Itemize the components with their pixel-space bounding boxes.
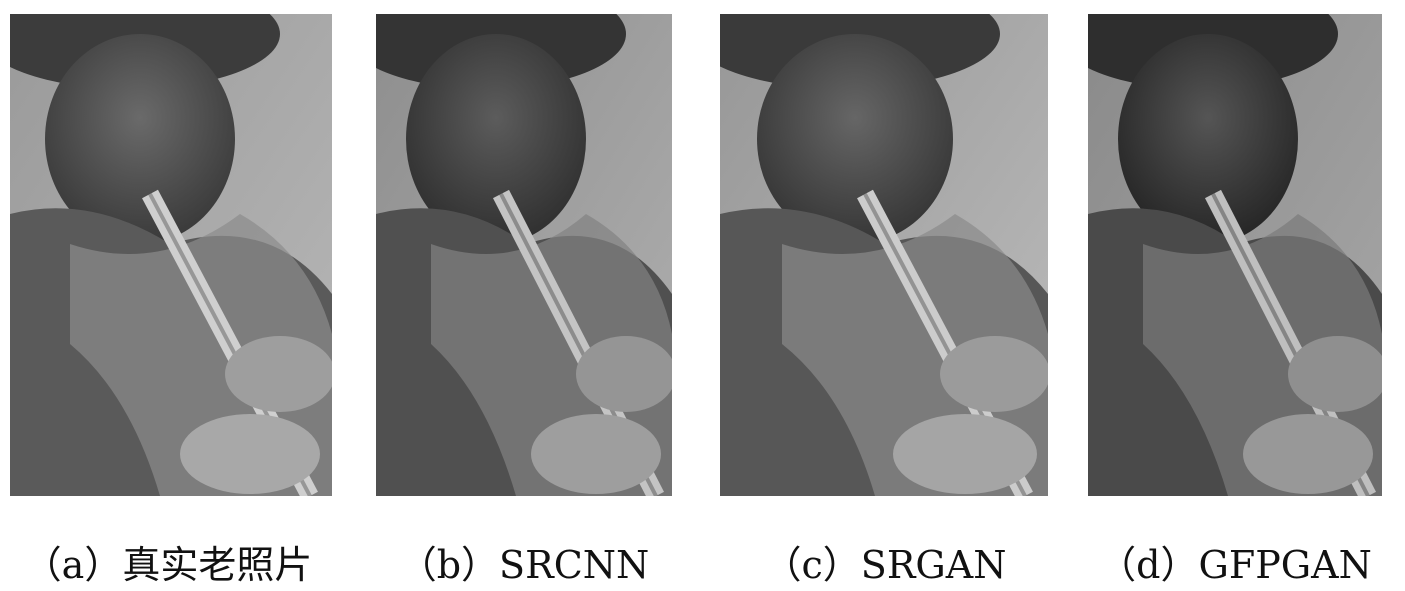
photo-panel-a — [10, 14, 332, 496]
photo-panel-d — [1088, 14, 1382, 496]
caption-a: （a）真实老照片 — [23, 543, 313, 587]
photo-panel-b — [376, 14, 672, 496]
caption-b: （b）SRCNN — [398, 543, 650, 587]
caption-d: （d）GFPGAN — [1098, 543, 1372, 587]
photo-panel-c — [720, 14, 1048, 496]
photo-a-image — [10, 14, 332, 496]
caption-c: （c）SRGAN — [763, 543, 1007, 587]
photo-b-image — [376, 14, 672, 496]
photo-d-image — [1088, 14, 1382, 496]
photo-c-image — [720, 14, 1048, 496]
